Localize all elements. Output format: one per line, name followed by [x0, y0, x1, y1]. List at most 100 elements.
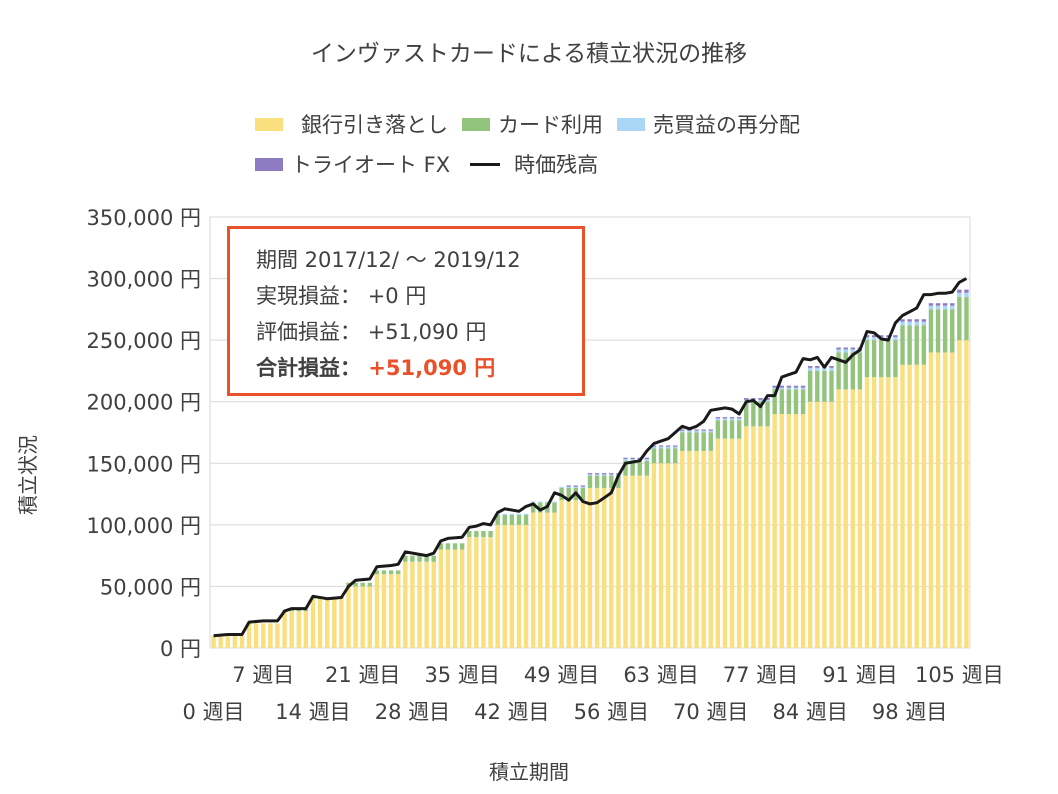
- bar-card: [864, 340, 870, 378]
- bar-card: [424, 555, 429, 562]
- bar-bank: [360, 586, 365, 648]
- realized-row: 実現損益： +0 円: [256, 279, 582, 315]
- bar-trioauto: [900, 319, 905, 322]
- bar-card: [566, 487, 571, 501]
- bar-resale: [893, 337, 898, 341]
- bar-bank: [275, 623, 280, 648]
- legend: 銀行引き落とし カード利用 売買益の再分配 トライオート FX 時価残高: [255, 104, 895, 184]
- bar-card: [303, 609, 309, 612]
- bar-card: [687, 432, 692, 451]
- realized-value: +0 円: [367, 284, 427, 308]
- bar-trioauto: [594, 473, 600, 475]
- bar-resale: [509, 513, 515, 516]
- bar-bank: [353, 586, 358, 648]
- bar-card: [609, 475, 614, 488]
- bar-bank: [928, 352, 934, 648]
- bar-card: [694, 432, 699, 451]
- bar-bank: [261, 623, 266, 648]
- bar-resale: [545, 501, 550, 503]
- bar-trioauto: [623, 457, 628, 459]
- bar-card: [651, 448, 657, 464]
- bar-card: [893, 340, 898, 378]
- bar-bank: [935, 352, 941, 648]
- bar-resale: [864, 337, 870, 341]
- bar-bank: [921, 364, 927, 648]
- bar-bank: [758, 426, 763, 648]
- bar-resale: [957, 292, 962, 298]
- x-tick-label: 49 週目: [524, 663, 599, 687]
- bar-bank: [367, 586, 373, 648]
- bar-trioauto: [935, 303, 941, 306]
- bar-card: [538, 502, 543, 513]
- bar-resale: [715, 418, 721, 421]
- bar-bank: [445, 549, 451, 648]
- legend-item-bank: 銀行引き落とし: [255, 109, 448, 139]
- bar-card: [900, 325, 905, 365]
- bar-resale: [630, 458, 635, 461]
- bar-bank: [467, 537, 472, 648]
- x-tick-label: 35 週目: [424, 663, 499, 687]
- bar-resale: [921, 321, 927, 326]
- bar-card: [488, 531, 493, 538]
- x-tick-label: 70 週目: [673, 700, 748, 724]
- bar-card: [509, 515, 515, 525]
- bar-trioauto: [736, 417, 742, 419]
- bar-bank: [488, 537, 493, 648]
- bar-resale: [786, 387, 792, 390]
- bar-card: [836, 352, 841, 390]
- bar-bank: [694, 450, 699, 648]
- bar-resale: [552, 501, 557, 503]
- bar-bank: [346, 586, 351, 648]
- bar-resale: [658, 446, 664, 449]
- total-value: +51,090 円: [368, 356, 496, 380]
- bar-resale: [530, 501, 536, 503]
- bar-bank: [246, 623, 252, 648]
- bar-card: [964, 297, 969, 341]
- bar-bank: [282, 611, 287, 648]
- bar-card: [530, 502, 536, 513]
- y-tick-label: 0 円: [160, 637, 201, 661]
- bar-resale: [772, 387, 777, 390]
- bar-card: [410, 555, 415, 562]
- bar-trioauto: [722, 417, 728, 419]
- bar-bank: [964, 340, 969, 648]
- bar-bank: [793, 414, 799, 648]
- unrealized-value: +51,090 円: [367, 320, 487, 344]
- bar-trioauto: [957, 289, 962, 293]
- bar-bank: [701, 450, 706, 648]
- x-tick-label: 63 週目: [623, 663, 698, 687]
- bar-card: [445, 543, 451, 550]
- x-tick-label: 77 週目: [723, 663, 798, 687]
- y-tick-label: 150,000 円: [86, 452, 201, 476]
- legend-swatch-trioauto: [255, 157, 283, 171]
- bar-bank: [324, 598, 330, 648]
- bar-bank: [800, 414, 806, 648]
- bar-card: [793, 389, 799, 415]
- bar-bank: [836, 389, 841, 648]
- bar-bank: [310, 598, 316, 648]
- bar-trioauto: [658, 445, 664, 447]
- bar-card: [673, 448, 678, 464]
- bar-resale: [779, 387, 784, 390]
- bar-bank: [864, 377, 870, 648]
- bar-bank: [680, 450, 685, 648]
- bar-trioauto: [772, 385, 777, 388]
- bar-trioauto: [950, 303, 955, 306]
- x-tick-label: 56 週目: [574, 700, 649, 724]
- x-tick-label: 42 週目: [474, 700, 549, 724]
- bar-card: [680, 432, 685, 451]
- bar-card: [807, 370, 813, 402]
- bar-trioauto: [665, 445, 671, 447]
- bar-resale: [580, 486, 586, 488]
- bar-bank: [843, 389, 848, 648]
- bar-card: [871, 340, 877, 378]
- bar-resale: [871, 337, 877, 341]
- bar-card: [417, 555, 422, 562]
- bar-bank: [481, 537, 486, 648]
- bar-card: [751, 401, 756, 427]
- legend-item-market-value: 時価残高: [468, 149, 598, 179]
- bar-bank: [523, 524, 529, 648]
- bar-card: [815, 370, 820, 402]
- bar-card: [829, 370, 834, 402]
- legend-swatch-bank: [255, 117, 283, 131]
